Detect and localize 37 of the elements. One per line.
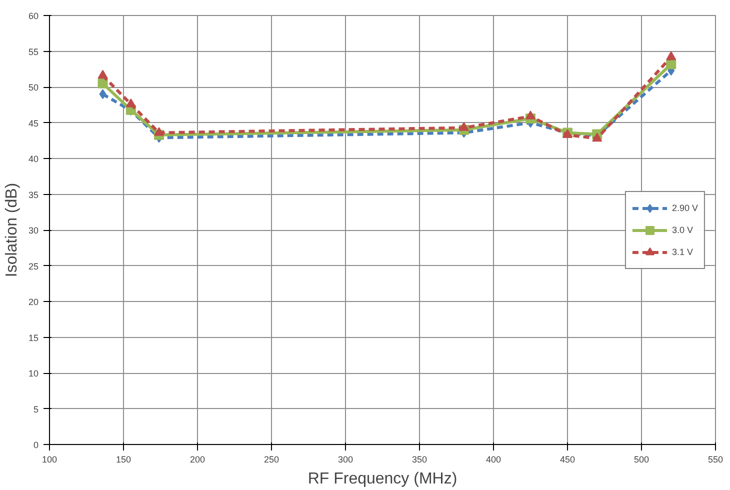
x-tick-label: 100 xyxy=(42,454,58,464)
y-tick-label: 5 xyxy=(33,404,39,414)
point xyxy=(666,59,676,70)
x-tick-label: 250 xyxy=(264,454,280,464)
y-tick-label: 25 xyxy=(28,261,39,272)
point xyxy=(98,78,108,88)
y-tick-label: 15 xyxy=(28,332,39,343)
point xyxy=(98,70,108,79)
y-tick-label: 0 xyxy=(33,440,39,450)
point xyxy=(154,127,164,136)
y-tick-label: 20 xyxy=(28,297,39,307)
x-tick-label: 200 xyxy=(190,454,206,464)
y-tick-label: 50 xyxy=(28,82,39,92)
y-axis-title: Isolation (dB) xyxy=(3,182,20,278)
legend-label: 2.90 V xyxy=(672,202,698,212)
y-tick-label: 35 xyxy=(28,190,39,200)
y-tick-label: 55 xyxy=(28,46,39,57)
x-tick-label: 350 xyxy=(412,454,428,464)
point xyxy=(126,98,136,108)
y-tick-label: 60 xyxy=(28,11,39,21)
x-tick-label: 450 xyxy=(560,454,576,464)
x-tick-label: 550 xyxy=(708,454,724,464)
point xyxy=(458,122,469,131)
point xyxy=(666,51,676,60)
x-tick-label: 300 xyxy=(338,454,354,464)
y-tick-label: 10 xyxy=(28,368,39,378)
point xyxy=(526,110,536,120)
y-tick-label: 30 xyxy=(28,226,39,236)
x-axis-title: RF Frequency (MHz) xyxy=(308,470,458,488)
legend-label: 3.0 V xyxy=(672,224,693,234)
legend-label: 3.1 V xyxy=(672,246,693,256)
point xyxy=(99,89,106,100)
y-tick-label: 40 xyxy=(28,154,39,164)
y-tick-label: 45 xyxy=(28,118,39,128)
x-tick-label: 150 xyxy=(116,454,132,464)
x-tick-label: 500 xyxy=(634,454,650,464)
x-tick-label: 400 xyxy=(486,454,502,464)
